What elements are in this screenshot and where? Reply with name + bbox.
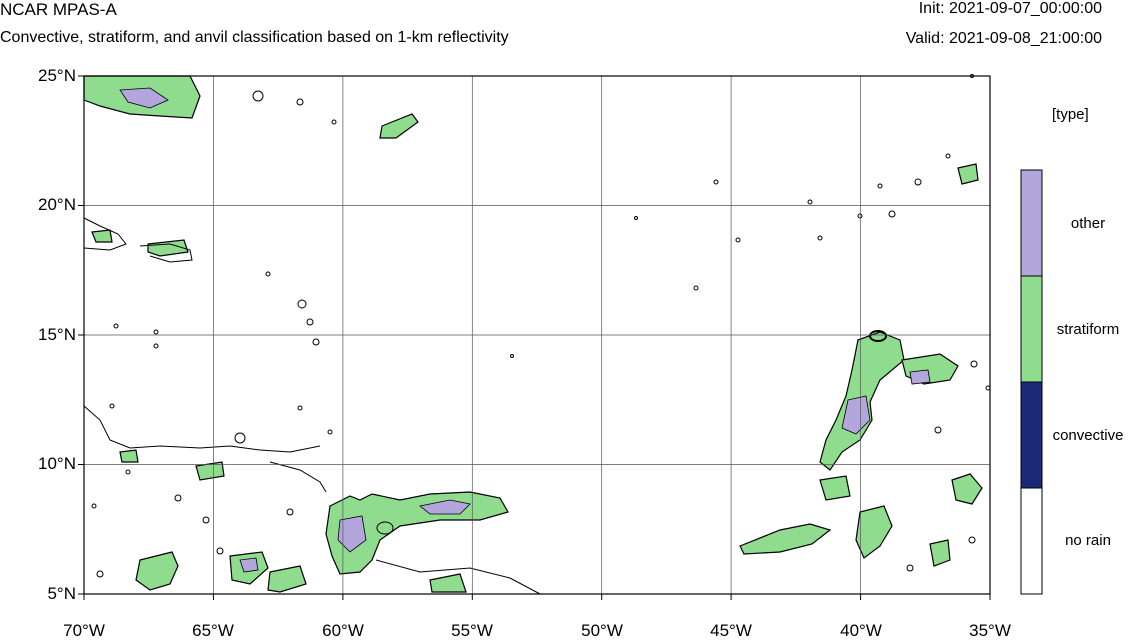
precip-area (147, 239, 189, 257)
precip-area (429, 573, 467, 593)
precip-area (957, 163, 979, 185)
lat-label: 20°N (38, 195, 76, 214)
precip-area (951, 473, 983, 505)
legend-title: [type] (1052, 106, 1089, 123)
precip-area (239, 557, 259, 573)
lon-label: 40°W (840, 621, 882, 640)
coastline (376, 521, 394, 535)
lat-label: 10°N (38, 454, 76, 473)
precip-area (119, 449, 139, 463)
lon-label: 60°W (322, 621, 364, 640)
coastline (139, 243, 193, 263)
axis-ticks (78, 75, 991, 600)
lon-label: 70°W (63, 621, 105, 640)
chart-subtitle: Convective, stratiform, and anvil classi… (0, 29, 509, 46)
legend-colorbar (1020, 169, 1043, 595)
coastlines (83, 217, 887, 595)
lon-label: 45°W (710, 621, 752, 640)
precip-area (135, 551, 179, 591)
coastline (269, 461, 327, 493)
precip-area (739, 523, 832, 555)
precip-area (379, 113, 419, 139)
precip-area (325, 491, 509, 575)
scattered-cells (91, 74, 991, 578)
coastline (869, 330, 887, 342)
graticule (84, 76, 990, 594)
lon-label: 35°W (969, 621, 1011, 640)
precip-area (419, 499, 471, 515)
precip-area (337, 515, 367, 553)
coastline (375, 559, 541, 595)
valid-time: Valid: 2021-09-08_21:00:00 (905, 30, 1102, 47)
legend-label-no-rain: no rain (1065, 532, 1111, 549)
chart-title: NCAR MPAS-A (0, 0, 117, 19)
lat-label: 25°N (38, 66, 76, 85)
precip-area (909, 369, 931, 385)
precip-area (267, 565, 307, 593)
precip-area (929, 539, 951, 567)
lon-label: 50°W (581, 621, 623, 640)
precip-field (83, 75, 983, 593)
legend-swatch-no-rain (1020, 487, 1043, 595)
precip-area (901, 353, 959, 385)
precip-area (819, 475, 851, 501)
coastline (83, 405, 321, 453)
lon-label: 65°W (192, 621, 234, 640)
lat-label: 15°N (38, 325, 76, 344)
precip-area (91, 229, 113, 243)
precip-area (855, 505, 893, 559)
init-time: Init: 2021-09-07_00:00:00 (918, 0, 1102, 17)
coastline (83, 217, 127, 251)
precip-area (841, 395, 871, 435)
precip-area (119, 87, 169, 109)
legend-label-other: other (1070, 215, 1106, 232)
legend-label-stratiform: stratiform (1056, 321, 1120, 338)
legend-label-convective: convective (1052, 427, 1124, 444)
lat-label: 5°N (47, 584, 76, 603)
lon-label: 55°W (451, 621, 493, 640)
